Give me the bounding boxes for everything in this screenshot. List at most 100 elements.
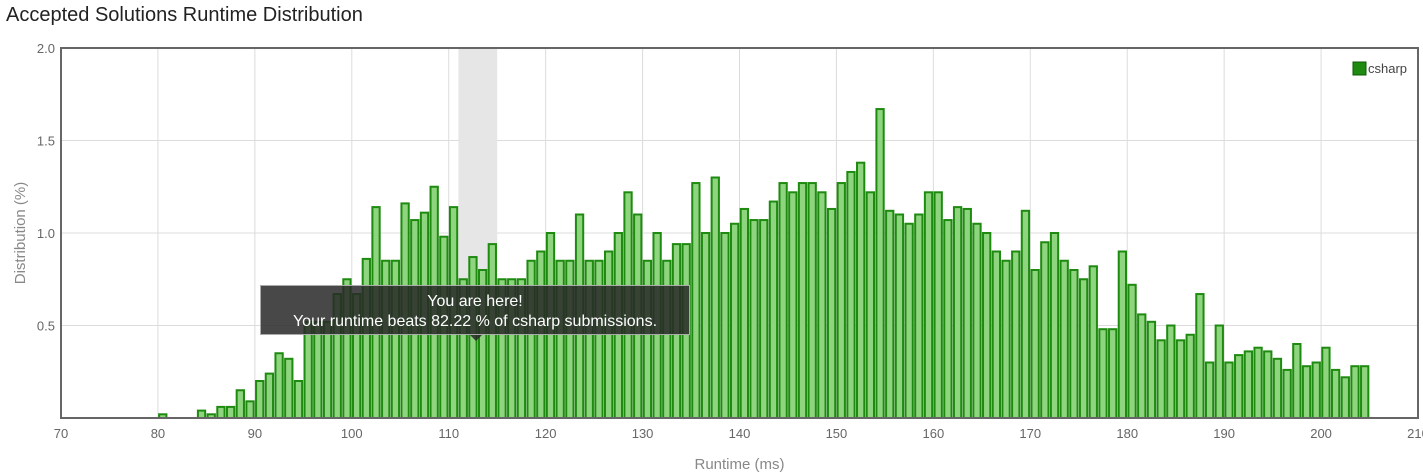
- bar[interactable]: [1020, 209, 1031, 419]
- bar[interactable]: [1360, 365, 1370, 420]
- bar[interactable]: [807, 182, 817, 419]
- bar[interactable]: [1311, 361, 1321, 419]
- bar[interactable]: [361, 257, 371, 419]
- bar[interactable]: [1243, 350, 1254, 419]
- y-tick-label: 1.0: [37, 226, 55, 241]
- bar[interactable]: [1127, 283, 1137, 419]
- bar[interactable]: [1204, 361, 1215, 419]
- bar[interactable]: [1146, 320, 1157, 419]
- bar[interactable]: [1263, 350, 1273, 419]
- bar[interactable]: [313, 320, 323, 419]
- bar[interactable]: [817, 191, 827, 419]
- bar[interactable]: [1282, 368, 1292, 419]
- bar[interactable]: [1234, 354, 1244, 420]
- bar[interactable]: [1214, 324, 1224, 419]
- bar[interactable]: [1185, 333, 1195, 419]
- x-tick-label: 80: [151, 426, 165, 441]
- bar[interactable]: [1001, 259, 1011, 419]
- bar[interactable]: [1069, 269, 1079, 419]
- bar[interactable]: [1049, 232, 1060, 419]
- bar[interactable]: [894, 213, 905, 419]
- bar[interactable]: [982, 232, 992, 419]
- bar[interactable]: [885, 209, 895, 419]
- bar[interactable]: [846, 170, 856, 419]
- bar[interactable]: [865, 191, 876, 419]
- bar[interactable]: [1040, 241, 1050, 419]
- bar[interactable]: [1059, 259, 1069, 419]
- bar[interactable]: [759, 219, 769, 419]
- x-tick-label: 150: [826, 426, 848, 441]
- bar[interactable]: [1340, 376, 1350, 419]
- bar[interactable]: [710, 176, 720, 419]
- bar[interactable]: [1272, 357, 1283, 419]
- bar[interactable]: [768, 200, 779, 419]
- bar[interactable]: [1330, 368, 1341, 419]
- bar[interactable]: [739, 207, 749, 419]
- bar[interactable]: [264, 372, 275, 420]
- bar[interactable]: [1088, 265, 1098, 419]
- bar[interactable]: [293, 380, 304, 419]
- bar[interactable]: [797, 182, 808, 419]
- bar[interactable]: [245, 400, 255, 420]
- x-tick-label: 200: [1310, 426, 1332, 441]
- bar[interactable]: [225, 405, 236, 419]
- bar[interactable]: [303, 320, 313, 419]
- bar[interactable]: [1253, 346, 1263, 420]
- bar[interactable]: [235, 389, 245, 419]
- bar[interactable]: [943, 219, 953, 419]
- bar[interactable]: [196, 409, 207, 420]
- bar[interactable]: [904, 222, 914, 419]
- bar[interactable]: [933, 191, 943, 419]
- bar[interactable]: [1156, 339, 1166, 419]
- bar[interactable]: [875, 108, 885, 420]
- bar[interactable]: [1292, 343, 1302, 419]
- legend[interactable]: csharp: [1352, 61, 1407, 76]
- bar[interactable]: [1108, 328, 1118, 420]
- bar[interactable]: [972, 222, 982, 419]
- x-tick-label: 100: [341, 426, 363, 441]
- bar[interactable]: [216, 405, 226, 419]
- bar[interactable]: [1030, 269, 1040, 419]
- bar[interactable]: [1098, 328, 1108, 420]
- tooltip-arrow: [470, 335, 482, 341]
- bar[interactable]: [749, 219, 759, 419]
- bar[interactable]: [962, 207, 972, 419]
- bar[interactable]: [1137, 313, 1147, 419]
- bar[interactable]: [1117, 250, 1128, 419]
- bar[interactable]: [923, 191, 934, 419]
- bar[interactable]: [322, 320, 333, 419]
- bar[interactable]: [914, 213, 924, 419]
- bars: [158, 108, 1370, 420]
- bar[interactable]: [778, 182, 788, 419]
- bar[interactable]: [720, 232, 730, 419]
- bar[interactable]: [1224, 361, 1234, 419]
- bar[interactable]: [991, 250, 1002, 419]
- bar[interactable]: [1321, 346, 1331, 420]
- tooltip-line-1: You are here!: [427, 293, 523, 310]
- bar[interactable]: [856, 161, 866, 419]
- bar[interactable]: [1195, 293, 1205, 419]
- x-axis-ticks: 70 80 90 100 110 120 130 140 150 160 170 180 190 200 2…: [54, 426, 1423, 441]
- bar[interactable]: [274, 352, 284, 419]
- bar[interactable]: [788, 191, 798, 419]
- y-tick-label: 0.5: [37, 319, 55, 334]
- x-tick-label: 190: [1213, 426, 1235, 441]
- bar[interactable]: [1078, 278, 1089, 419]
- x-tick-label: 120: [535, 426, 557, 441]
- bar[interactable]: [1175, 339, 1186, 419]
- bar[interactable]: [826, 207, 837, 419]
- bar[interactable]: [284, 357, 294, 419]
- bar[interactable]: [1011, 250, 1021, 419]
- bar[interactable]: [691, 182, 701, 419]
- bar[interactable]: [700, 232, 711, 419]
- bar[interactable]: [836, 182, 846, 419]
- x-tick-label: 180: [1116, 426, 1138, 441]
- x-tick-label: 210: [1407, 426, 1423, 441]
- bar[interactable]: [1301, 365, 1312, 420]
- bar[interactable]: [1166, 324, 1176, 419]
- bar[interactable]: [730, 222, 740, 419]
- bar[interactable]: [1350, 365, 1360, 420]
- bar[interactable]: [952, 206, 963, 419]
- bar[interactable]: [255, 380, 265, 419]
